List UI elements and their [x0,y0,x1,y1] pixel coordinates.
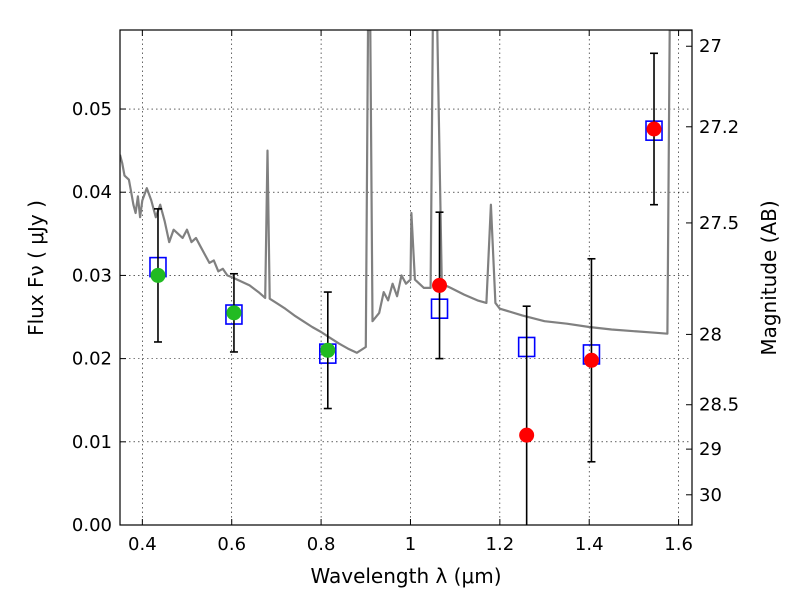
y-axis-label: Flux Fν ( μJy ) [24,200,48,336]
x-tick-label: 1.6 [664,534,693,555]
x-tick-label: 0.8 [307,534,336,555]
right-axis-label: Magnitude (AB) [757,200,781,355]
mag-tick-label: 27.2 [699,117,739,138]
green-data-point [320,342,336,358]
y-tick-label: 0.05 [72,99,112,120]
spectrum-layer [120,30,692,354]
mag-tick-label: 27 [699,36,722,57]
y-tick-label: 0.03 [72,265,112,286]
mag-tick-label: 29 [699,439,722,460]
x-tick-label: 0.6 [217,534,246,555]
marks [149,52,663,525]
plot-background [120,30,692,525]
y-tick-label: 0.02 [72,349,112,370]
mag-tick-label: 27.5 [699,213,739,234]
mag-tick-label: 30 [699,485,722,506]
red-data-point [583,352,599,368]
spectrum-line [120,30,692,354]
mag-tick-label: 28.5 [699,395,739,416]
x-tick-label: 1.2 [486,534,515,555]
x-tick-label: 0.4 [128,534,157,555]
y-tick-label: 0.04 [72,182,112,203]
x-tick-label: 1 [405,534,416,555]
green-data-point [150,267,166,283]
red-data-point [646,121,662,137]
plot-frame [119,29,693,526]
ticks: 0.4 0.6 0.8 1 1.2 1.4 1.6 0.00 0.01 0.02 0.03 0.04 0… [72,30,739,555]
red-data-point [519,427,535,443]
green-data-point [226,305,242,321]
red-data-point [432,277,448,293]
x-axis-label: Wavelength λ (μm) [310,564,501,588]
x-tick-label: 1.4 [575,534,604,555]
y-tick-label: 0.00 [72,515,112,536]
y-tick-label: 0.01 [72,432,112,453]
mag-tick-label: 28 [699,324,722,345]
